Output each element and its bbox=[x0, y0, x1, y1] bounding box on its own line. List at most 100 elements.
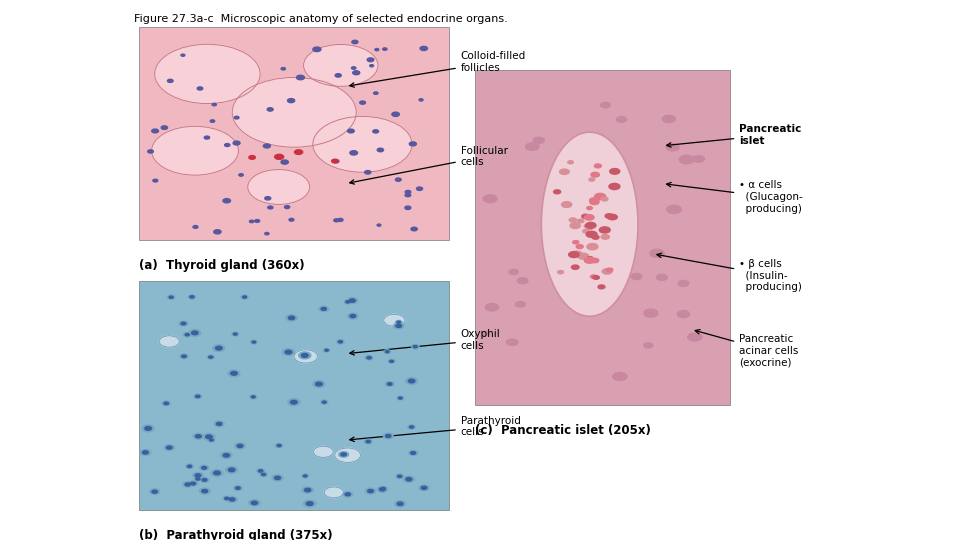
Circle shape bbox=[607, 268, 612, 272]
Text: Follicular
cells: Follicular cells bbox=[349, 146, 508, 184]
Circle shape bbox=[335, 73, 341, 77]
Circle shape bbox=[256, 469, 265, 473]
Circle shape bbox=[188, 481, 198, 486]
Circle shape bbox=[213, 345, 225, 352]
Circle shape bbox=[281, 160, 288, 164]
Circle shape bbox=[390, 360, 394, 362]
Circle shape bbox=[324, 487, 344, 498]
Circle shape bbox=[272, 475, 283, 481]
Circle shape bbox=[560, 169, 569, 174]
Circle shape bbox=[237, 444, 243, 448]
Circle shape bbox=[334, 219, 339, 222]
Circle shape bbox=[411, 227, 418, 231]
Circle shape bbox=[335, 448, 361, 462]
Circle shape bbox=[243, 296, 247, 298]
Text: Pancreatic
islet: Pancreatic islet bbox=[666, 124, 802, 147]
Circle shape bbox=[365, 355, 373, 360]
Circle shape bbox=[252, 501, 257, 504]
Circle shape bbox=[338, 341, 343, 343]
Circle shape bbox=[405, 191, 411, 194]
Circle shape bbox=[601, 197, 608, 201]
Circle shape bbox=[406, 477, 412, 481]
Circle shape bbox=[590, 275, 596, 279]
Circle shape bbox=[396, 474, 403, 478]
Circle shape bbox=[667, 205, 682, 213]
Circle shape bbox=[304, 488, 311, 492]
Circle shape bbox=[590, 133, 605, 141]
Circle shape bbox=[303, 500, 316, 507]
Text: (a)  Thyroid gland (360x): (a) Thyroid gland (360x) bbox=[139, 259, 305, 272]
Circle shape bbox=[190, 296, 194, 298]
Circle shape bbox=[223, 199, 230, 203]
Circle shape bbox=[162, 401, 171, 406]
Circle shape bbox=[214, 471, 220, 475]
Circle shape bbox=[303, 475, 307, 477]
Circle shape bbox=[331, 159, 338, 163]
Circle shape bbox=[235, 487, 240, 489]
Text: (b)  Parathyroid gland (375x): (b) Parathyroid gland (375x) bbox=[139, 529, 333, 540]
Circle shape bbox=[396, 178, 401, 181]
Circle shape bbox=[406, 377, 418, 384]
Circle shape bbox=[395, 501, 405, 507]
Circle shape bbox=[302, 487, 313, 493]
Circle shape bbox=[396, 320, 402, 324]
Circle shape bbox=[152, 126, 238, 175]
Circle shape bbox=[275, 154, 283, 159]
Circle shape bbox=[148, 150, 154, 153]
Circle shape bbox=[261, 474, 266, 476]
Circle shape bbox=[516, 301, 525, 307]
Circle shape bbox=[364, 440, 372, 444]
Circle shape bbox=[294, 350, 318, 363]
Circle shape bbox=[372, 130, 378, 133]
Circle shape bbox=[205, 435, 212, 438]
Text: Oxyphil
cells: Oxyphil cells bbox=[349, 329, 500, 355]
Circle shape bbox=[142, 451, 149, 454]
Circle shape bbox=[333, 160, 339, 163]
Circle shape bbox=[405, 206, 411, 210]
Circle shape bbox=[193, 472, 204, 478]
Circle shape bbox=[576, 245, 584, 248]
Circle shape bbox=[228, 497, 237, 502]
Circle shape bbox=[324, 348, 330, 352]
Circle shape bbox=[347, 298, 358, 303]
Circle shape bbox=[164, 402, 169, 404]
Circle shape bbox=[314, 446, 333, 457]
Text: • β cells
  (Insulin-
  producing): • β cells (Insulin- producing) bbox=[657, 253, 802, 292]
Circle shape bbox=[152, 490, 157, 493]
Circle shape bbox=[251, 340, 257, 344]
Circle shape bbox=[594, 193, 606, 200]
Circle shape bbox=[384, 314, 405, 326]
Circle shape bbox=[366, 488, 375, 494]
Circle shape bbox=[350, 314, 356, 318]
Circle shape bbox=[507, 339, 517, 346]
Circle shape bbox=[182, 482, 193, 487]
Circle shape bbox=[183, 333, 191, 337]
Circle shape bbox=[412, 345, 420, 349]
Circle shape bbox=[150, 489, 159, 495]
Circle shape bbox=[533, 137, 544, 144]
Circle shape bbox=[313, 47, 321, 51]
Circle shape bbox=[187, 465, 192, 468]
Circle shape bbox=[410, 426, 414, 428]
Circle shape bbox=[214, 421, 224, 427]
Circle shape bbox=[192, 331, 198, 335]
Text: Figure 27.3a-c  Microscopic anatomy of selected endocrine organs.: Figure 27.3a-c Microscopic anatomy of se… bbox=[134, 14, 508, 24]
Circle shape bbox=[375, 49, 379, 51]
Circle shape bbox=[301, 354, 308, 357]
Circle shape bbox=[223, 496, 230, 501]
Circle shape bbox=[303, 44, 378, 86]
Circle shape bbox=[203, 478, 207, 481]
Circle shape bbox=[567, 161, 573, 164]
Circle shape bbox=[185, 334, 189, 336]
Circle shape bbox=[288, 399, 300, 406]
Circle shape bbox=[301, 474, 308, 478]
Circle shape bbox=[232, 332, 239, 336]
Circle shape bbox=[287, 99, 295, 103]
Circle shape bbox=[405, 193, 411, 197]
Circle shape bbox=[252, 396, 255, 398]
Circle shape bbox=[249, 500, 260, 506]
Circle shape bbox=[313, 117, 412, 172]
Circle shape bbox=[250, 395, 256, 399]
Circle shape bbox=[228, 370, 240, 377]
Circle shape bbox=[573, 240, 579, 244]
